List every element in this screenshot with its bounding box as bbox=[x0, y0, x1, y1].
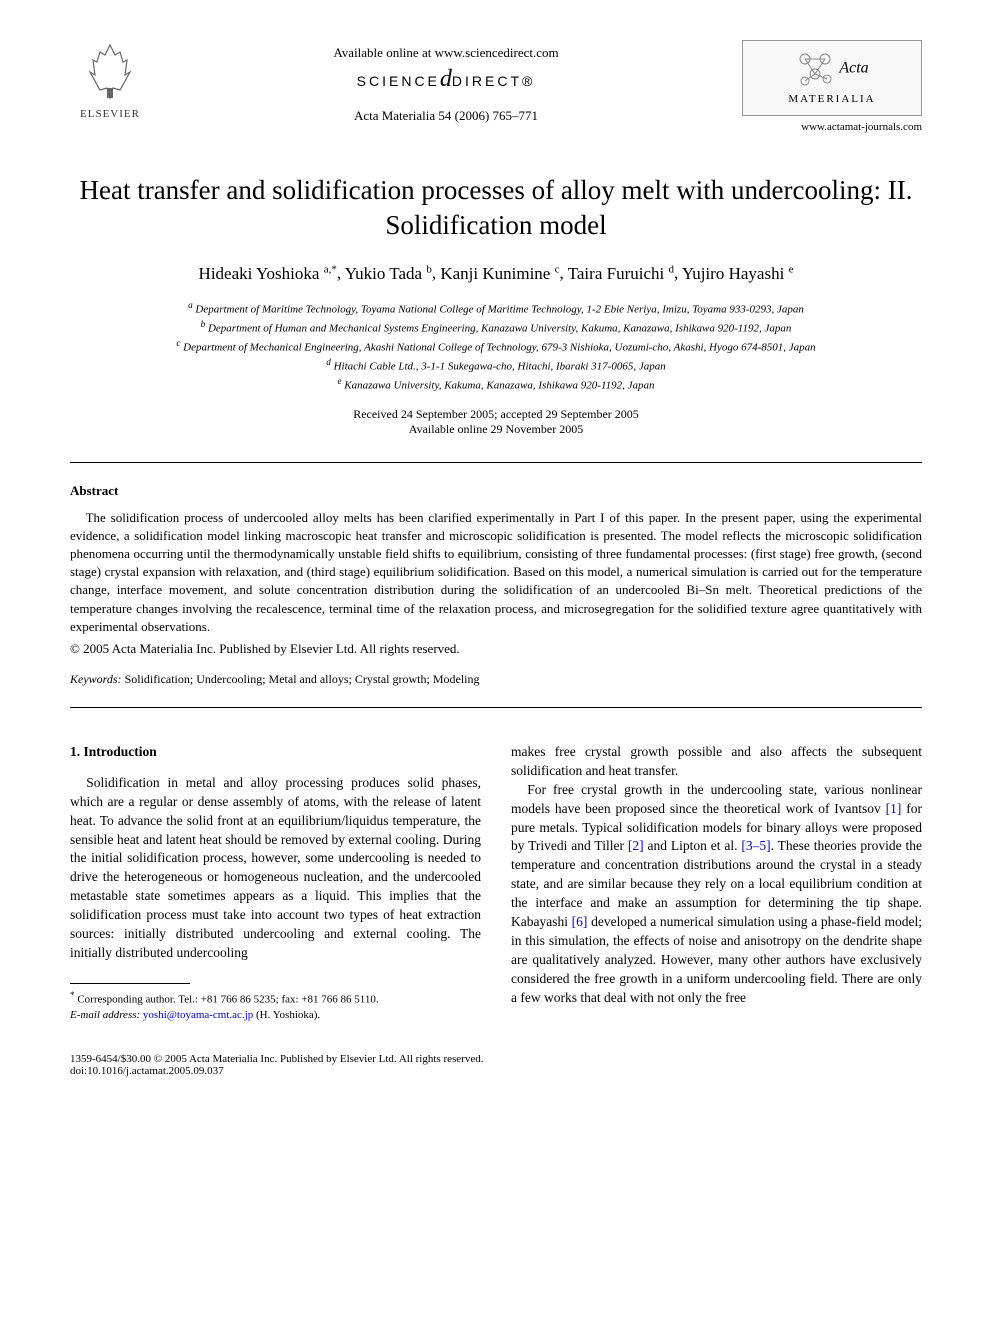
acta-logo-box: Acta MATERIALIA bbox=[742, 40, 922, 116]
abstract-section: Abstract The solidification process of u… bbox=[70, 483, 922, 687]
body-columns: 1. Introduction Solidification in metal … bbox=[70, 743, 922, 1023]
acta-name: Acta bbox=[839, 60, 868, 77]
at-symbol: d bbox=[440, 66, 452, 92]
author-3: Kanji Kunimine c bbox=[440, 264, 559, 283]
footer-copyright: 1359-6454/$30.00 © 2005 Acta Materialia … bbox=[70, 1053, 922, 1065]
author-2: Yukio Tada b bbox=[345, 264, 432, 283]
affiliation-c: c Department of Mechanical Engineering, … bbox=[70, 337, 922, 356]
elsevier-text: ELSEVIER bbox=[70, 108, 150, 120]
online-date: Available online 29 November 2005 bbox=[70, 422, 922, 437]
affiliation-b: b Department of Human and Mechanical Sys… bbox=[70, 318, 922, 337]
corr-author-line: * Corresponding author. Tel.: +81 766 86… bbox=[70, 989, 481, 1008]
divider-top bbox=[70, 462, 922, 463]
copyright-line: © 2005 Acta Materialia Inc. Published by… bbox=[70, 641, 922, 657]
author-4: Taira Furuichi d bbox=[568, 264, 674, 283]
email-link[interactable]: yoshi@toyama-cmt.ac.jp bbox=[143, 1009, 253, 1021]
keywords-label: Keywords: bbox=[70, 672, 122, 686]
abstract-heading: Abstract bbox=[70, 483, 922, 499]
keywords-text: Solidification; Undercooling; Metal and … bbox=[125, 672, 480, 686]
ref-3-5-link[interactable]: [3–5] bbox=[741, 838, 770, 853]
elsevier-logo: ELSEVIER bbox=[70, 40, 150, 120]
header-row: ELSEVIER Available online at www.science… bbox=[70, 40, 922, 133]
journal-reference: Acta Materialia 54 (2006) 765–771 bbox=[150, 108, 742, 124]
divider-bottom bbox=[70, 707, 922, 708]
footer-bar: 1359-6454/$30.00 © 2005 Acta Materialia … bbox=[70, 1053, 922, 1077]
footnote-separator bbox=[70, 983, 190, 984]
author-5: Yujiro Hayashi e bbox=[682, 264, 794, 283]
direct-text: DIRECT® bbox=[452, 73, 535, 89]
ref-6-link[interactable]: [6] bbox=[572, 914, 588, 929]
col2-continuation: makes free crystal growth possible and a… bbox=[511, 743, 922, 781]
corresponding-footnote: * Corresponding author. Tel.: +81 766 86… bbox=[70, 989, 481, 1023]
science-text: SCIENCE bbox=[357, 73, 440, 89]
authors-line: Hideaki Yoshioka a,*, Yukio Tada b, Kanj… bbox=[70, 263, 922, 284]
journal-logo-block: Acta MATERIALIA www.actamat-journals.com bbox=[742, 40, 922, 133]
keywords-line: Keywords: Solidification; Undercooling; … bbox=[70, 672, 922, 687]
affiliations: a Department of Maritime Technology, Toy… bbox=[70, 299, 922, 395]
science-direct-logo: SCIENCEdDIRECT® bbox=[150, 66, 742, 93]
col2-para-2: For free crystal growth in the undercool… bbox=[511, 781, 922, 1008]
affiliation-d: d Hitachi Cable Ltd., 3-1-1 Sukegawa-cho… bbox=[70, 356, 922, 375]
ref-2-link[interactable]: [2] bbox=[628, 838, 644, 853]
right-column: makes free crystal growth possible and a… bbox=[511, 743, 922, 1023]
materialia-name: MATERIALIA bbox=[788, 93, 875, 105]
dates-block: Received 24 September 2005; accepted 29 … bbox=[70, 407, 922, 437]
journal-url: www.actamat-journals.com bbox=[742, 121, 922, 133]
section-1-heading: 1. Introduction bbox=[70, 743, 481, 762]
affiliation-e: e Kanazawa University, Kakuma, Kanazawa,… bbox=[70, 375, 922, 394]
acta-crystal-icon bbox=[795, 49, 835, 89]
affiliation-a: a Department of Maritime Technology, Toy… bbox=[70, 299, 922, 318]
author-1: Hideaki Yoshioka a,* bbox=[199, 264, 337, 283]
ref-1-link[interactable]: [1] bbox=[886, 801, 902, 816]
footer-doi: doi:10.1016/j.actamat.2005.09.037 bbox=[70, 1065, 922, 1077]
intro-para-1: Solidification in metal and alloy proces… bbox=[70, 774, 481, 963]
paper-title: Heat transfer and solidification process… bbox=[70, 173, 922, 243]
email-line: E-mail address: yoshi@toyama-cmt.ac.jp (… bbox=[70, 1008, 481, 1023]
left-column: 1. Introduction Solidification in metal … bbox=[70, 743, 481, 1023]
elsevier-tree-icon bbox=[70, 40, 150, 108]
received-date: Received 24 September 2005; accepted 29 … bbox=[70, 407, 922, 422]
abstract-text: The solidification process of undercoole… bbox=[70, 509, 922, 636]
header-center: Available online at www.sciencedirect.co… bbox=[150, 40, 742, 124]
available-online-text: Available online at www.sciencedirect.co… bbox=[150, 45, 742, 61]
